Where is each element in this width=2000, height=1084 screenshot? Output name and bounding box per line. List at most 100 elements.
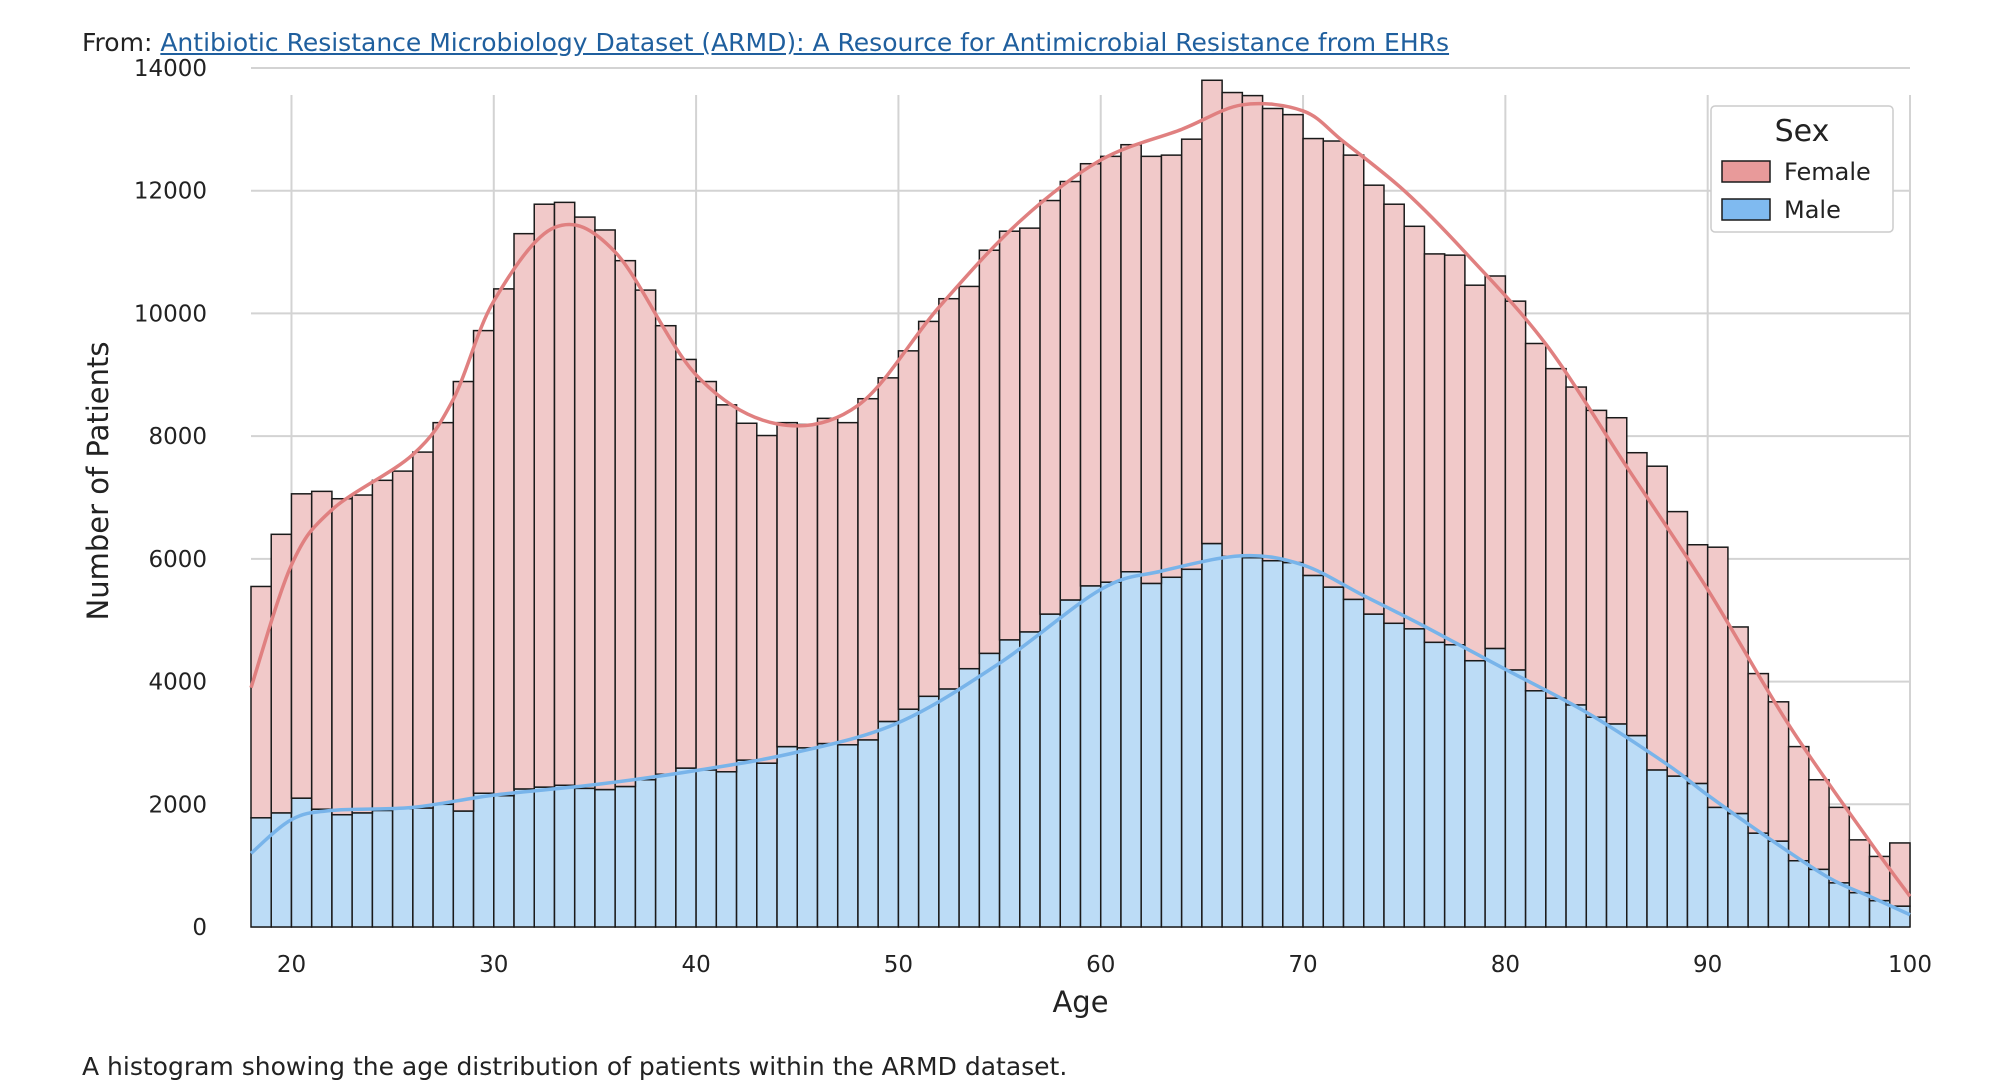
x-tick-label: 60 bbox=[1086, 952, 1115, 978]
female-bar bbox=[250, 585, 272, 819]
male-bar bbox=[796, 747, 819, 928]
histogram-chart: 20 30 40 50 60 70 80 90 100 0 2000 4000 6000 8000 1000… bbox=[81, 56, 1932, 1019]
x-tick-label: 90 bbox=[1693, 952, 1722, 978]
male-bar bbox=[836, 744, 859, 928]
female-bar bbox=[1201, 79, 1223, 545]
female-bar bbox=[1808, 778, 1830, 871]
x-tick-label: 80 bbox=[1491, 952, 1520, 978]
legend-label-female: Female bbox=[1784, 158, 1871, 186]
female-bar bbox=[836, 421, 859, 746]
female-bar bbox=[513, 232, 535, 790]
source-line: From: Antibiotic Resistance Microbiology… bbox=[82, 26, 1449, 60]
male-bar bbox=[1302, 574, 1325, 928]
male-bar bbox=[1140, 582, 1163, 928]
male-bar bbox=[1059, 599, 1082, 928]
figure-caption: A histogram showing the age distribution… bbox=[82, 1052, 1068, 1081]
male-bar bbox=[412, 807, 434, 928]
male-bar bbox=[270, 812, 293, 928]
female-bar bbox=[432, 421, 455, 806]
female-bar bbox=[1565, 386, 1588, 706]
female-bar bbox=[816, 417, 839, 745]
male-bar bbox=[351, 812, 374, 928]
male-bar bbox=[553, 784, 576, 928]
female-bar bbox=[1524, 342, 1547, 692]
male-bar bbox=[1180, 568, 1203, 928]
male-bar bbox=[1221, 555, 1244, 928]
male-bar bbox=[1039, 613, 1062, 928]
x-tick-label: 100 bbox=[1888, 952, 1932, 978]
x-tick-label: 40 bbox=[681, 952, 710, 978]
female-bar bbox=[1282, 113, 1304, 564]
source-prefix: From: bbox=[82, 28, 153, 57]
female-bar bbox=[1484, 275, 1507, 650]
male-bar bbox=[331, 813, 353, 928]
female-bar bbox=[1706, 546, 1729, 809]
male-bar bbox=[432, 803, 455, 928]
female-bar bbox=[1362, 184, 1385, 615]
male-bar bbox=[614, 785, 637, 928]
female-bar bbox=[1383, 203, 1405, 625]
male-bar bbox=[1848, 891, 1871, 928]
female-bar bbox=[654, 324, 677, 775]
male-bar bbox=[1545, 697, 1567, 928]
male-bar bbox=[715, 771, 738, 928]
male-bar bbox=[1686, 782, 1709, 928]
female-bar bbox=[675, 358, 697, 769]
male-bar bbox=[472, 792, 495, 928]
male-bar bbox=[391, 807, 414, 928]
female-bar bbox=[1302, 137, 1325, 577]
male-bar bbox=[1160, 576, 1183, 928]
female-bar bbox=[1059, 180, 1082, 601]
female-bar bbox=[1423, 253, 1446, 644]
female-bar bbox=[1747, 672, 1770, 834]
male-bar bbox=[1504, 669, 1527, 928]
legend-swatch-male bbox=[1721, 198, 1771, 221]
source-link[interactable]: Antibiotic Resistance Microbiology Datas… bbox=[160, 28, 1450, 57]
male-bar bbox=[1828, 882, 1851, 928]
male-bar bbox=[1484, 647, 1507, 928]
female-bar bbox=[1443, 254, 1466, 646]
male-bar bbox=[1706, 806, 1729, 928]
female-bar bbox=[796, 423, 819, 749]
male-bar bbox=[1767, 840, 1790, 928]
female-bar bbox=[998, 230, 1021, 641]
female-bar bbox=[776, 421, 799, 748]
x-tick-label: 50 bbox=[884, 952, 913, 978]
female-bar bbox=[594, 229, 616, 791]
x-tick-label: 70 bbox=[1288, 952, 1317, 978]
male-bar bbox=[776, 745, 799, 928]
male-bar bbox=[1322, 586, 1345, 928]
female-bar bbox=[1079, 162, 1102, 587]
female-bar bbox=[1504, 300, 1527, 671]
male-bar bbox=[533, 786, 556, 928]
male-bar bbox=[735, 759, 758, 928]
female-bar bbox=[695, 380, 718, 771]
female-bar bbox=[877, 377, 900, 723]
male-bar bbox=[1747, 832, 1770, 928]
female-bar bbox=[1261, 107, 1284, 562]
female-bar bbox=[1140, 155, 1163, 585]
female-bar bbox=[1019, 227, 1041, 633]
male-bar bbox=[493, 794, 515, 928]
male-bar bbox=[1120, 570, 1142, 928]
legend-swatch-female bbox=[1721, 160, 1771, 183]
male-bar bbox=[756, 762, 778, 928]
x-tick-label: 20 bbox=[277, 952, 306, 978]
male-kde-line bbox=[249, 553, 1911, 917]
female-bar bbox=[1160, 154, 1183, 579]
female-bar bbox=[756, 434, 778, 764]
male-bar bbox=[371, 809, 394, 928]
female-bar bbox=[351, 494, 374, 814]
male-bar bbox=[1646, 769, 1668, 928]
kde-layer bbox=[249, 101, 1912, 917]
y-tick-label: 10000 bbox=[134, 301, 207, 327]
male-bar bbox=[877, 720, 900, 928]
male-bar bbox=[978, 652, 1001, 928]
y-tick-label: 2000 bbox=[148, 792, 207, 818]
male-bar bbox=[1261, 559, 1284, 928]
female-bar bbox=[290, 493, 313, 799]
male-bar bbox=[816, 742, 839, 928]
female-bar bbox=[553, 201, 576, 787]
y-tick-label: 14000 bbox=[134, 56, 207, 82]
female-bar bbox=[917, 320, 940, 698]
